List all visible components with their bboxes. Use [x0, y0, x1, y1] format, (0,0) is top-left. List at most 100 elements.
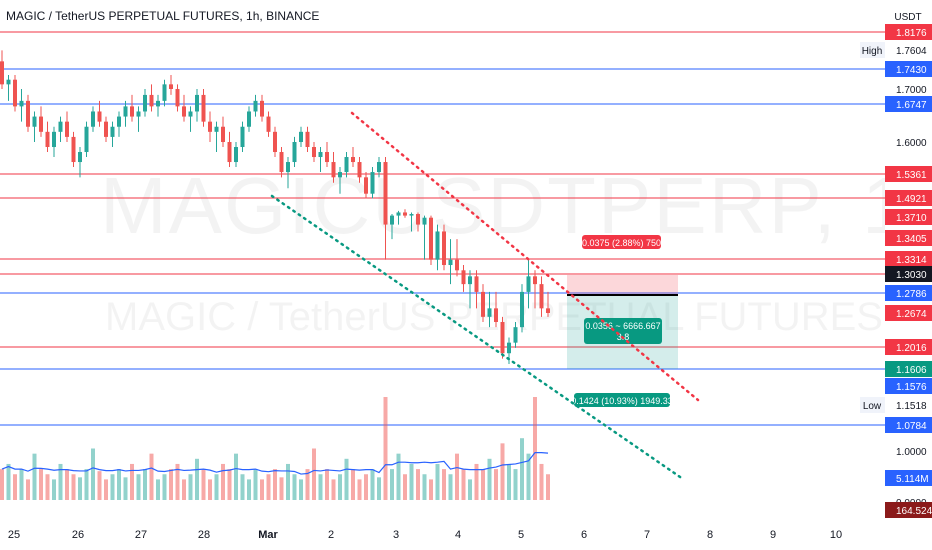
candle-body — [0, 61, 4, 85]
price-label-bg — [885, 378, 932, 394]
price-label: 1.3710 — [896, 213, 927, 224]
volume-bar — [208, 479, 212, 500]
price-label: 1.0000 — [896, 447, 927, 458]
candle-body — [383, 162, 388, 225]
candle-body — [299, 131, 303, 142]
volume-bar — [338, 474, 342, 500]
volume-bar — [201, 469, 206, 500]
volume-bar — [0, 469, 4, 500]
candle-body — [435, 231, 440, 260]
candle-body — [260, 100, 264, 117]
candle-body — [91, 111, 95, 127]
volume-bar — [266, 474, 271, 500]
candle-body — [227, 142, 232, 163]
candle-body — [130, 106, 134, 117]
time-tick: Mar — [258, 529, 278, 541]
volume-bar — [390, 469, 394, 500]
candle-body — [149, 94, 154, 107]
price-label: 1.6000 — [896, 138, 927, 149]
candle-body — [162, 84, 167, 101]
candle-body — [409, 214, 414, 216]
candle-body — [19, 100, 24, 107]
volume-bar — [533, 397, 537, 500]
volume-bar — [32, 453, 37, 500]
volume-bar — [279, 477, 284, 500]
volume-bar — [156, 479, 160, 500]
candle-body — [143, 94, 147, 112]
price-label: 1.2674 — [896, 309, 927, 320]
candle-body — [136, 111, 141, 117]
price-label-bg — [885, 470, 932, 486]
price-label-bg — [885, 417, 932, 433]
price-label-bg — [885, 502, 932, 518]
candle-body — [487, 308, 492, 317]
volume-bar — [448, 474, 453, 500]
time-tick: 25 — [8, 529, 20, 541]
candle-body — [52, 131, 56, 148]
entry-label — [584, 318, 662, 344]
volume-bar — [234, 453, 238, 500]
volume-bar — [71, 474, 76, 500]
volume-bar — [13, 474, 17, 500]
candle-body — [305, 131, 310, 148]
volume-bar — [494, 469, 498, 500]
candle-body — [546, 308, 550, 313]
volume-bar — [442, 469, 446, 500]
price-label: 1.3405 — [896, 234, 927, 245]
price-label: 1.3030 — [896, 270, 927, 281]
price-label: 1.5361 — [896, 170, 927, 181]
stop-loss-zone — [567, 275, 678, 295]
candles — [0, 50, 550, 364]
candle-body — [513, 327, 518, 343]
time-tick: 3 — [393, 529, 399, 541]
candle-body — [351, 157, 355, 163]
volume-bar — [325, 469, 329, 500]
volume-bar — [169, 469, 173, 500]
stop-label — [582, 235, 661, 249]
time-axis: 25 26 27 28 Mar 2 3 4 5 6 7 8 9 10 — [0, 522, 885, 550]
candle-body — [253, 100, 258, 112]
candle-body — [169, 84, 173, 89]
volume-bar — [175, 463, 180, 500]
volume-bar — [292, 474, 297, 500]
volume-bar — [195, 458, 199, 500]
volume-bar — [91, 448, 95, 500]
price-label: 1.4921 — [896, 194, 927, 205]
volume-bar — [344, 458, 349, 500]
candle-body — [175, 89, 180, 107]
time-axis-bg — [0, 522, 885, 550]
volume-bar — [500, 443, 505, 500]
candle-body — [26, 100, 30, 127]
price-label: 1.1576 — [896, 382, 927, 393]
candle-body — [104, 121, 108, 137]
volume-bar — [435, 463, 440, 500]
volume-bar — [6, 463, 11, 500]
price-label-bg — [885, 339, 932, 355]
volume-bar — [403, 474, 407, 500]
volume-bar — [526, 453, 531, 500]
time-tick: 27 — [135, 529, 147, 541]
volume-bar — [182, 479, 186, 500]
horizontal-lines — [0, 31, 885, 426]
volume-bar — [481, 469, 485, 500]
volume-bar — [97, 471, 102, 500]
candle-body — [500, 321, 505, 354]
price-label-bg — [885, 285, 932, 301]
volume-bar — [409, 463, 414, 500]
candle-body — [331, 162, 336, 178]
volume-bar — [416, 469, 420, 500]
candle-body — [39, 116, 43, 132]
candle-body — [32, 116, 37, 127]
volume-bar — [78, 477, 82, 500]
volume-bar — [286, 463, 290, 500]
candle-body — [442, 231, 446, 266]
volume-bar — [455, 453, 459, 500]
candle-body — [65, 121, 69, 137]
candle-body — [156, 100, 160, 107]
candle-body — [286, 162, 290, 173]
tag-bg — [860, 42, 885, 58]
candle-body — [312, 147, 316, 158]
candle-body — [468, 276, 472, 285]
volume-bar — [507, 463, 511, 500]
